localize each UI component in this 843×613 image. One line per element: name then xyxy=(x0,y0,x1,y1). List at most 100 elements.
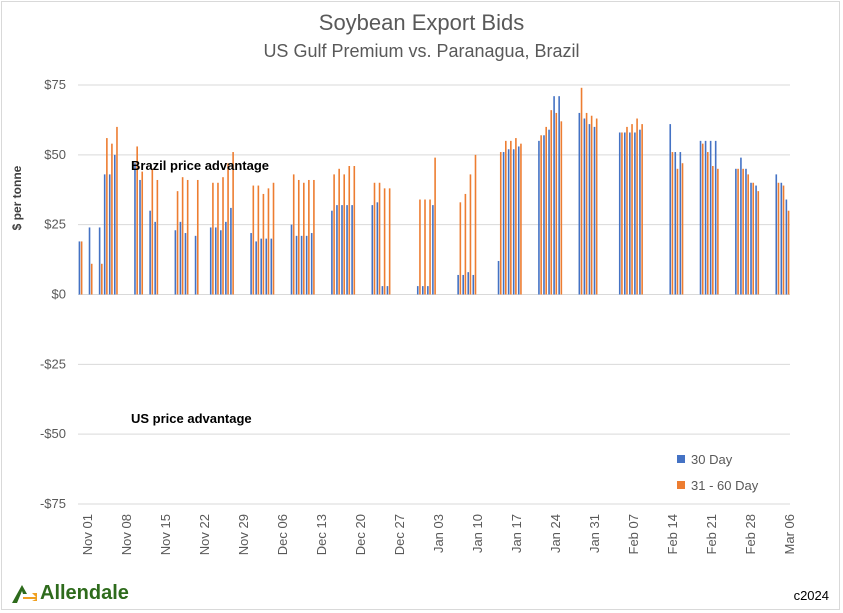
bar-30-day xyxy=(462,274,464,295)
bar-31-60-day xyxy=(151,168,154,295)
bar-30-day xyxy=(250,233,252,295)
legend: 30 Day 31 - 60 Day xyxy=(677,446,758,498)
bar-30-day xyxy=(593,126,596,295)
bar-31-60-day xyxy=(257,185,260,295)
bar-31-60-day xyxy=(313,179,315,295)
y-tick-label: -$75 xyxy=(40,496,66,511)
legend-item-31-60-day: 31 - 60 Day xyxy=(677,472,758,498)
bar-30-day xyxy=(427,286,429,295)
bar-31-60-day xyxy=(212,182,214,295)
bar-31-60-day xyxy=(717,168,719,295)
bar-30-day xyxy=(699,140,702,295)
bar-30-day xyxy=(714,140,717,295)
bar-31-60-day xyxy=(297,179,300,295)
bar-30-day xyxy=(376,202,379,295)
chart-title: Soybean Export Bids xyxy=(318,10,525,35)
bar-30-day xyxy=(149,210,151,295)
bar-30-day xyxy=(553,96,555,295)
bar-30-day xyxy=(416,286,419,295)
bar-31-60-day xyxy=(232,152,234,295)
bar-30-day xyxy=(422,286,424,295)
bar-30-day xyxy=(270,238,273,295)
bar-30-day xyxy=(750,182,752,295)
legend-item-30-day: 30 Day xyxy=(677,446,758,472)
bar-30-day xyxy=(639,129,641,295)
x-tick-label: Jan 17 xyxy=(509,514,524,553)
bar-30-day xyxy=(295,235,298,295)
x-tick-label: Jan 31 xyxy=(587,514,602,553)
bar-30-day xyxy=(679,152,682,295)
bar-31-60-day xyxy=(701,143,704,295)
bar-30-day xyxy=(467,272,470,295)
bar-31-60-day xyxy=(186,179,189,295)
bar-30-day xyxy=(300,235,303,295)
bar-31-60-day xyxy=(520,143,522,295)
x-tick-label: Nov 01 xyxy=(80,514,95,555)
bar-31-60-day xyxy=(747,174,749,295)
bar-31-60-day xyxy=(111,143,113,295)
x-tick-label: Nov 08 xyxy=(119,514,134,555)
bar-30-day xyxy=(351,205,353,295)
legend-label-30-day: 30 Day xyxy=(691,451,733,467)
bar-31-60-day xyxy=(560,121,563,295)
bar-30-day xyxy=(310,233,313,295)
bar-31-60-day xyxy=(429,199,431,295)
bar-30-day xyxy=(265,238,268,295)
bar-30-day xyxy=(512,149,515,295)
bar-30-day xyxy=(538,140,540,295)
bar-31-60-day xyxy=(308,179,310,295)
bar-31-60-day xyxy=(338,168,340,295)
bar-31-60-day xyxy=(706,152,709,295)
bar-30-day xyxy=(588,124,591,295)
bar-31-60-day xyxy=(217,182,219,295)
bar-30-day xyxy=(548,129,550,295)
x-tick-label: Feb 14 xyxy=(665,514,680,554)
bar-31-60-day xyxy=(252,185,255,295)
bar-30-day xyxy=(214,227,217,295)
bar-31-60-day xyxy=(373,182,376,295)
x-tick-label: Feb 28 xyxy=(743,514,758,554)
bar-31-60-day xyxy=(343,174,346,295)
bar-31-60-day xyxy=(353,166,356,295)
bar-31-60-day xyxy=(176,191,179,295)
bar-30-day xyxy=(745,168,747,295)
bar-30-day xyxy=(220,230,222,295)
bar-31-60-day xyxy=(156,179,159,295)
bar-31-60-day xyxy=(419,199,421,295)
bar-30-day xyxy=(346,205,348,295)
bar-30-day xyxy=(336,205,338,295)
bar-30-day xyxy=(432,205,434,295)
bar-30-day xyxy=(134,163,136,295)
bar-31-60-day xyxy=(272,182,275,295)
bar-30-day xyxy=(472,274,475,295)
bar-30-day xyxy=(341,205,343,295)
bar-31-60-day xyxy=(545,126,547,295)
bar-31-60-day xyxy=(303,182,305,295)
bar-31-60-day xyxy=(434,157,436,295)
annotation-brazil-advantage: Brazil price advantage xyxy=(131,158,269,173)
bar-31-60-day xyxy=(388,188,391,295)
bar-30-day xyxy=(194,235,197,295)
bar-31-60-day xyxy=(262,193,265,295)
bar-31-60-day xyxy=(550,110,553,295)
bar-30-day xyxy=(780,182,783,295)
copyright-text: c2024 xyxy=(793,588,829,603)
bar-31-60-day xyxy=(378,182,381,295)
bar-31-60-day xyxy=(671,152,674,295)
bar-30-day xyxy=(331,210,333,295)
bar-30-day xyxy=(755,185,757,295)
bar-30-day xyxy=(139,179,141,295)
bar-31-60-day xyxy=(712,166,714,295)
bar-31-60-day xyxy=(595,118,598,295)
bar-31-60-day xyxy=(267,188,270,295)
bar-30-day xyxy=(704,140,707,295)
bar-31-60-day xyxy=(459,202,462,295)
x-tick-label: Jan 03 xyxy=(431,514,446,553)
bar-31-60-day xyxy=(540,135,542,295)
bar-30-day xyxy=(497,260,500,295)
bar-30-day xyxy=(290,224,293,295)
bar-31-60-day xyxy=(585,112,588,295)
bar-31-60-day xyxy=(499,152,502,295)
bar-31-60-day xyxy=(348,166,351,295)
